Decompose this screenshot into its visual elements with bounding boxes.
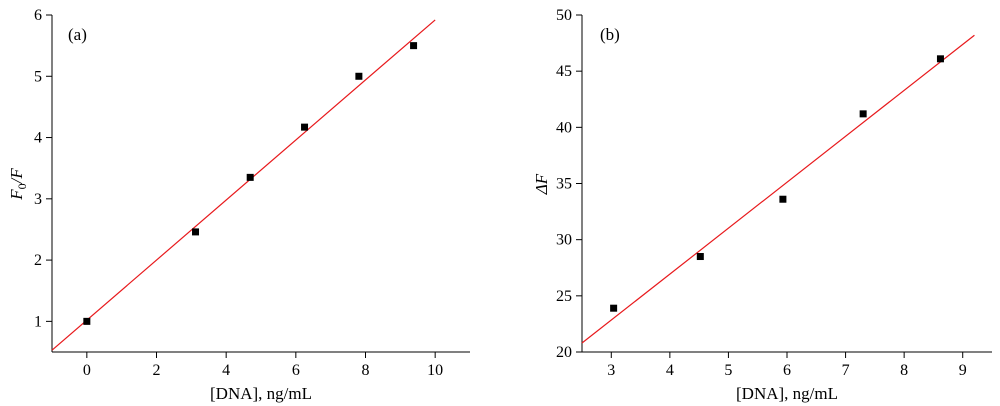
chart-a-fit-line-group [51,19,436,351]
chart-b-data-point [610,304,618,312]
chart-b-y-tick-label: 30 [556,232,572,249]
chart-a-panel-label: (a) [68,25,87,44]
chart-a-y-tick-label: 1 [34,313,42,330]
chart-b-y-tick-label: 40 [556,119,572,136]
chart-a-y-axis-title-sub: 0 [15,183,29,189]
chart-a-data-point [301,123,309,131]
chart-a-data-point [83,317,91,325]
chart-b-x-tick-label: 9 [959,362,967,379]
chart-a-data-point [355,72,363,80]
chart-b-fit-line-group [581,34,975,344]
chart-a-fit-line [51,19,436,351]
chart-a-y-tick-label: 3 [34,191,42,208]
chart-b-y-tick-label: 20 [556,344,572,361]
chart-a-data-point [192,228,200,236]
chart-a-y-axis-title-rest: /F [7,168,26,185]
chart-a-x-tick-label: 6 [292,362,300,379]
chart-a-data-point [410,42,418,50]
chart-a-y-tick-label: 5 [34,68,42,85]
chart-a-y-axis-title-main: F [7,189,26,201]
chart-b-fit-line [581,34,975,344]
chart-b-y-tick-label: 45 [556,63,572,80]
chart-b-data-point [936,55,944,63]
chart-b-points [610,55,944,312]
chart-a-x-axis-title: [DNA], ng/mL [210,384,312,403]
chart-a-y-tick-label: 4 [34,130,42,147]
chart-b-x-ticks: 3 4 5 6 7 8 9 [607,352,967,379]
chart-b-x-tick-label: 5 [724,362,732,379]
chart-b-x-tick-label: 4 [666,362,674,379]
chart-b-x-tick-label: 6 [783,362,791,379]
chart-a-points [83,42,418,325]
chart-b-y-tick-label: 35 [556,176,572,193]
chart-b-x-axis-title: [DNA], ng/mL [736,384,838,403]
chart-b-x-tick-label: 3 [607,362,615,379]
chart-b-panel-label: (b) [600,25,620,44]
chart-a-y-tick-label: 2 [34,252,42,269]
chart-b-y-tick-label: 25 [556,288,572,305]
chart-b-x-tick-label: 8 [900,362,908,379]
chart-a-y-tick-label: 6 [34,7,42,24]
chart-b-data-point [859,110,867,118]
chart-a-x-tick-label: 8 [362,362,370,379]
chart-b-x-tick-label: 7 [842,362,850,379]
chart-a-x-tick-label: 2 [153,362,161,379]
chart-a-x-tick-label: 0 [83,362,91,379]
chart-b-data-point [779,195,787,203]
chart-a-x-tick-label: 4 [222,362,230,379]
chart-a-y-ticks: 1 2 3 4 5 6 [34,7,52,330]
chart-b-y-axis-title: ΔF [532,173,551,195]
chart-b-data-point [696,253,704,261]
chart-a-x-tick-label: 10 [427,362,443,379]
chart-a-y-axis-title: F0/F [7,168,29,201]
chart-a-x-ticks: 0 2 4 6 8 10 [83,352,443,379]
chart-a-data-point [246,173,254,181]
chart-b-y-ticks: 20 25 30 35 40 45 50 [556,7,582,361]
chart-b-y-tick-label: 50 [556,7,572,24]
